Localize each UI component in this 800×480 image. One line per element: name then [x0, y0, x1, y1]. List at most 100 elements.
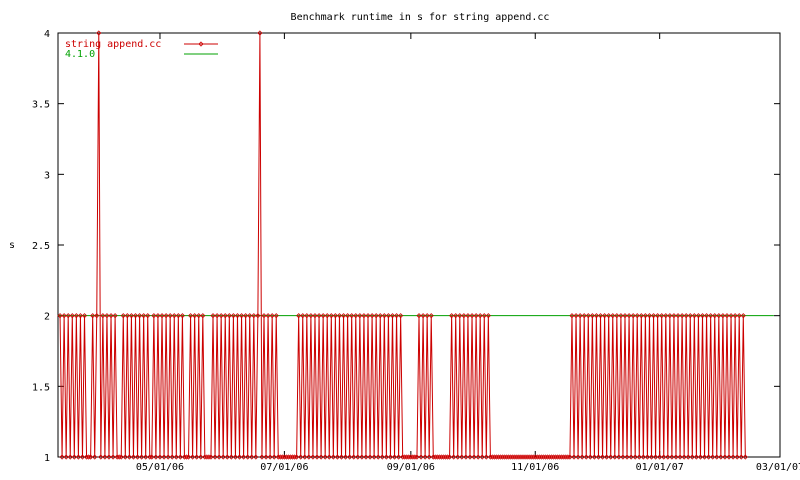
data-point [292, 454, 298, 460]
data-point [551, 454, 557, 460]
data-point [430, 454, 436, 460]
data-point [402, 454, 408, 460]
data-point [571, 454, 577, 460]
data-point [381, 313, 387, 319]
data-point [261, 313, 267, 319]
data-point [238, 313, 245, 319]
data-point [132, 313, 139, 319]
data-point [200, 313, 206, 319]
data-point [145, 313, 151, 319]
data-point [143, 454, 149, 460]
data-point [281, 454, 287, 460]
y-tick-label: 3.5 [32, 100, 50, 111]
data-point [222, 313, 228, 319]
data-point [336, 313, 343, 319]
data-point [502, 454, 508, 460]
data-point [139, 454, 145, 460]
data-point [591, 454, 597, 460]
data-point [646, 313, 653, 319]
data-point [718, 454, 724, 460]
data-point [685, 454, 691, 460]
data-point [487, 454, 493, 460]
data-point [59, 454, 65, 460]
data-point [255, 313, 261, 319]
data-point [428, 313, 434, 319]
data-point [81, 313, 88, 319]
data-point [330, 454, 336, 460]
data-point [61, 313, 67, 319]
data-point [383, 454, 389, 460]
data-point [714, 454, 720, 460]
data-point [436, 454, 442, 460]
data-point [177, 454, 183, 460]
data-point [361, 313, 367, 319]
data-point [573, 313, 579, 319]
data-point [83, 454, 90, 460]
data-point [518, 454, 524, 460]
x-tick-label: 05/01/06 [136, 462, 184, 473]
data-point [373, 313, 379, 319]
data-point [71, 454, 77, 460]
data-point [553, 454, 559, 460]
data-point [271, 454, 277, 460]
data-point [677, 454, 683, 460]
data-point [118, 454, 124, 460]
data-point [418, 454, 424, 460]
data-point [318, 454, 324, 460]
data-point [620, 454, 626, 460]
data-point [569, 313, 575, 319]
data-point [426, 454, 432, 460]
data-point [567, 454, 573, 460]
data-point [530, 454, 536, 460]
data-point [669, 454, 675, 460]
data-point [422, 454, 428, 460]
data-point [296, 313, 302, 319]
data-point [328, 313, 334, 319]
data-point [642, 313, 648, 319]
data-point [459, 454, 465, 460]
legend-label: 4.1.0 [65, 49, 95, 60]
data-point [467, 454, 473, 460]
data-point [506, 454, 512, 460]
data-point [218, 313, 224, 319]
data-point [481, 313, 487, 319]
data-point [106, 454, 112, 460]
data-point [404, 454, 410, 460]
data-point [495, 454, 502, 460]
data-point [163, 313, 169, 319]
data-point [198, 454, 204, 460]
data-point [583, 454, 589, 460]
data-point [593, 313, 600, 319]
data-point [469, 313, 475, 319]
data-point [712, 313, 718, 319]
data-point [377, 313, 383, 319]
data-point [555, 454, 561, 460]
data-point [540, 454, 546, 460]
data-point [444, 454, 451, 460]
data-point [159, 313, 165, 319]
data-point [92, 454, 98, 460]
data-point [353, 313, 359, 319]
data-point [602, 313, 608, 319]
data-point [434, 454, 440, 460]
data-point [626, 313, 632, 319]
data-point [165, 454, 171, 460]
data-point [289, 454, 296, 460]
legend-marker [198, 41, 204, 47]
data-point [606, 313, 612, 319]
data-point [732, 313, 738, 319]
data-point [536, 454, 542, 460]
data-point [489, 454, 495, 460]
data-point [412, 454, 418, 460]
data-point [440, 454, 447, 460]
data-point [449, 313, 455, 319]
data-point [463, 454, 469, 460]
data-point [546, 454, 553, 460]
chart-title: Benchmark runtime in s for string append… [291, 12, 550, 23]
data-point [624, 454, 630, 460]
data-point [455, 454, 461, 460]
data-point [736, 313, 742, 319]
data-point [94, 313, 100, 319]
data-point [650, 313, 657, 319]
